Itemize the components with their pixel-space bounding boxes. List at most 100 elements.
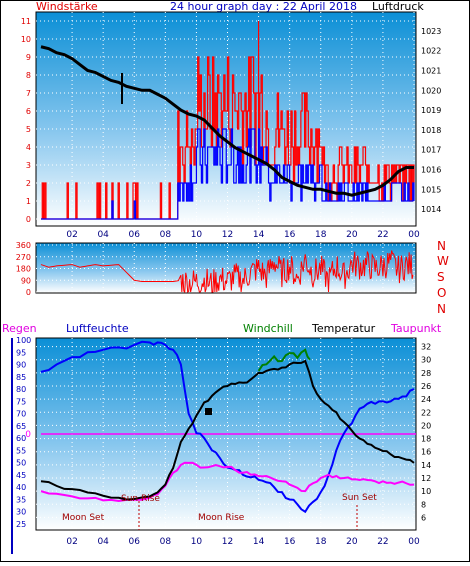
wind-tick-label: 10 xyxy=(21,35,31,44)
temperature-tick-label: 16 xyxy=(421,448,431,457)
taupunkt-label: Taupunkt xyxy=(390,322,442,335)
humidity-tick-label: 100 xyxy=(16,336,31,345)
wind-tick-label: 7 xyxy=(26,89,31,98)
time-tick-label: 12 xyxy=(222,537,233,547)
compass-o: O xyxy=(437,286,446,300)
time-tick-label: 00 xyxy=(408,537,420,547)
humidity-axis: 25 30 35 40 45 50 55 60 65 70 75 80 85 90 95 100 xyxy=(16,336,31,529)
humidity-tick-label: 60 xyxy=(16,434,26,443)
time-tick-label: 10 xyxy=(191,537,203,547)
pressure-tick-label: 1020 xyxy=(421,86,441,95)
humidity-tick-label: 25 xyxy=(16,520,26,529)
temperature-tick-label: 20 xyxy=(421,421,431,430)
temperature-tick-label: 14 xyxy=(421,461,431,470)
compass-s: S xyxy=(437,270,445,284)
graph-title: 24 hour graph day : 22 April 2018 xyxy=(170,0,357,13)
humidity-tick-label: 85 xyxy=(16,373,26,382)
humidity-tick-label: 65 xyxy=(16,422,26,431)
windstaerke-label: Windstärke xyxy=(36,0,98,13)
time-tick-label: 22 xyxy=(377,230,388,240)
wind-speed-axis: 0 1 2 3 4 5 6 7 8 9 10 11 xyxy=(21,17,31,224)
wind-tick-label: 9 xyxy=(26,53,31,62)
time-tick-label: 08 xyxy=(160,537,172,547)
wind-tick-label: 0 xyxy=(26,215,31,224)
humidity-tick-label: 90 xyxy=(16,361,26,370)
pressure-tick-label: 1014 xyxy=(421,205,441,214)
time-tick-label: 06 xyxy=(129,230,141,240)
humidity-tick-label: 55 xyxy=(16,446,26,455)
time-tick-label: 06 xyxy=(129,537,141,547)
wind-average-line xyxy=(41,128,415,220)
temperature-tick-label: 26 xyxy=(421,382,431,391)
humidity-tick-label: 95 xyxy=(16,348,26,357)
windchill-line xyxy=(257,348,311,372)
temperature-tick-label: 28 xyxy=(421,369,431,378)
humidity-line xyxy=(40,340,415,514)
temperature-tick-label: 6 xyxy=(421,513,426,522)
direction-tick-label: 270 xyxy=(16,253,31,262)
direction-tick-label: 180 xyxy=(16,265,31,274)
luftdruck-label: Luftdruck xyxy=(372,0,424,13)
wind-tick-label: 8 xyxy=(26,71,31,80)
time-axis-bottom: 02 04 06 08 10 12 14 16 18 20 22 00 xyxy=(66,537,420,547)
temperature-tick-label: 32 xyxy=(421,343,431,352)
temperature-tick-label: 22 xyxy=(421,408,431,417)
compass-n-top: N xyxy=(437,239,446,253)
wind-direction-axis: 0 90 180 270 360 xyxy=(16,241,31,297)
temperature-tick-label: 18 xyxy=(421,435,431,444)
temperature-marker xyxy=(205,408,212,415)
time-tick-label: 12 xyxy=(222,230,233,240)
regen-label: Regen xyxy=(2,322,37,335)
humidity-temperature-grid xyxy=(36,338,416,530)
sun-rise-label: Sun Rise xyxy=(121,494,160,504)
time-tick-label: 00 xyxy=(408,230,420,240)
wind-tick-label: 1 xyxy=(26,197,31,206)
humidity-tick-label: 70 xyxy=(16,410,26,419)
rain-zero-label: 0 xyxy=(25,430,31,440)
wind-tick-label: 2 xyxy=(26,179,31,188)
time-axis-top: 02 04 06 08 10 12 14 16 18 20 22 00 xyxy=(66,230,420,240)
direction-tick-label: 0 xyxy=(26,288,31,297)
temperature-tick-label: 24 xyxy=(421,395,431,404)
time-tick-label: 02 xyxy=(66,230,77,240)
pressure-tick-label: 1016 xyxy=(421,166,441,175)
compass-labels: N W S O N xyxy=(437,239,449,316)
temperatur-label: Temperatur xyxy=(311,322,376,335)
compass-n-bottom: N xyxy=(437,302,446,316)
time-tick-label: 04 xyxy=(97,537,109,547)
temperature-line xyxy=(40,359,415,501)
pressure-tick-label: 1023 xyxy=(421,27,441,36)
direction-tick-label: 90 xyxy=(21,276,31,285)
pressure-tick-label: 1017 xyxy=(421,146,441,155)
wind-tick-label: 3 xyxy=(26,161,31,170)
direction-tick-label: 360 xyxy=(16,241,31,250)
moon-rise-label: Moon Rise xyxy=(198,513,245,523)
pressure-tick-label: 1019 xyxy=(421,106,441,115)
compass-w: W xyxy=(437,254,449,268)
wind-tick-label: 5 xyxy=(26,125,31,134)
pressure-tick-label: 1021 xyxy=(421,67,441,76)
humidity-tick-label: 35 xyxy=(16,495,26,504)
temperature-axis: 6 8 10 12 14 16 18 20 22 24 26 28 30 32 xyxy=(421,343,431,523)
wind-speed-bars xyxy=(41,21,415,220)
pressure-axis: 1014 1015 1016 1017 1018 1019 1020 1021 1022 1023 xyxy=(421,27,441,214)
time-tick-label: 20 xyxy=(346,230,358,240)
pressure-tick-label: 1015 xyxy=(421,185,441,194)
windchill-label: Windchill xyxy=(243,322,293,335)
time-tick-label: 02 xyxy=(66,537,77,547)
time-tick-label: 10 xyxy=(191,230,203,240)
time-tick-label: 16 xyxy=(284,537,296,547)
time-tick-label: 16 xyxy=(284,230,296,240)
time-tick-label: 22 xyxy=(377,537,388,547)
temperature-tick-label: 8 xyxy=(421,500,426,509)
humidity-tick-label: 40 xyxy=(16,483,26,492)
sun-set-label: Sun Set xyxy=(342,493,377,503)
luftfeuchte-label: Luftfeuchte xyxy=(66,322,129,335)
wind-tick-label: 6 xyxy=(26,107,31,116)
time-tick-label: 18 xyxy=(315,230,327,240)
humidity-tick-label: 80 xyxy=(16,385,26,394)
moon-set-label: Moon Set xyxy=(62,513,105,523)
wind-direction-line xyxy=(40,250,414,294)
pressure-line xyxy=(40,45,414,197)
time-tick-label: 08 xyxy=(160,230,172,240)
